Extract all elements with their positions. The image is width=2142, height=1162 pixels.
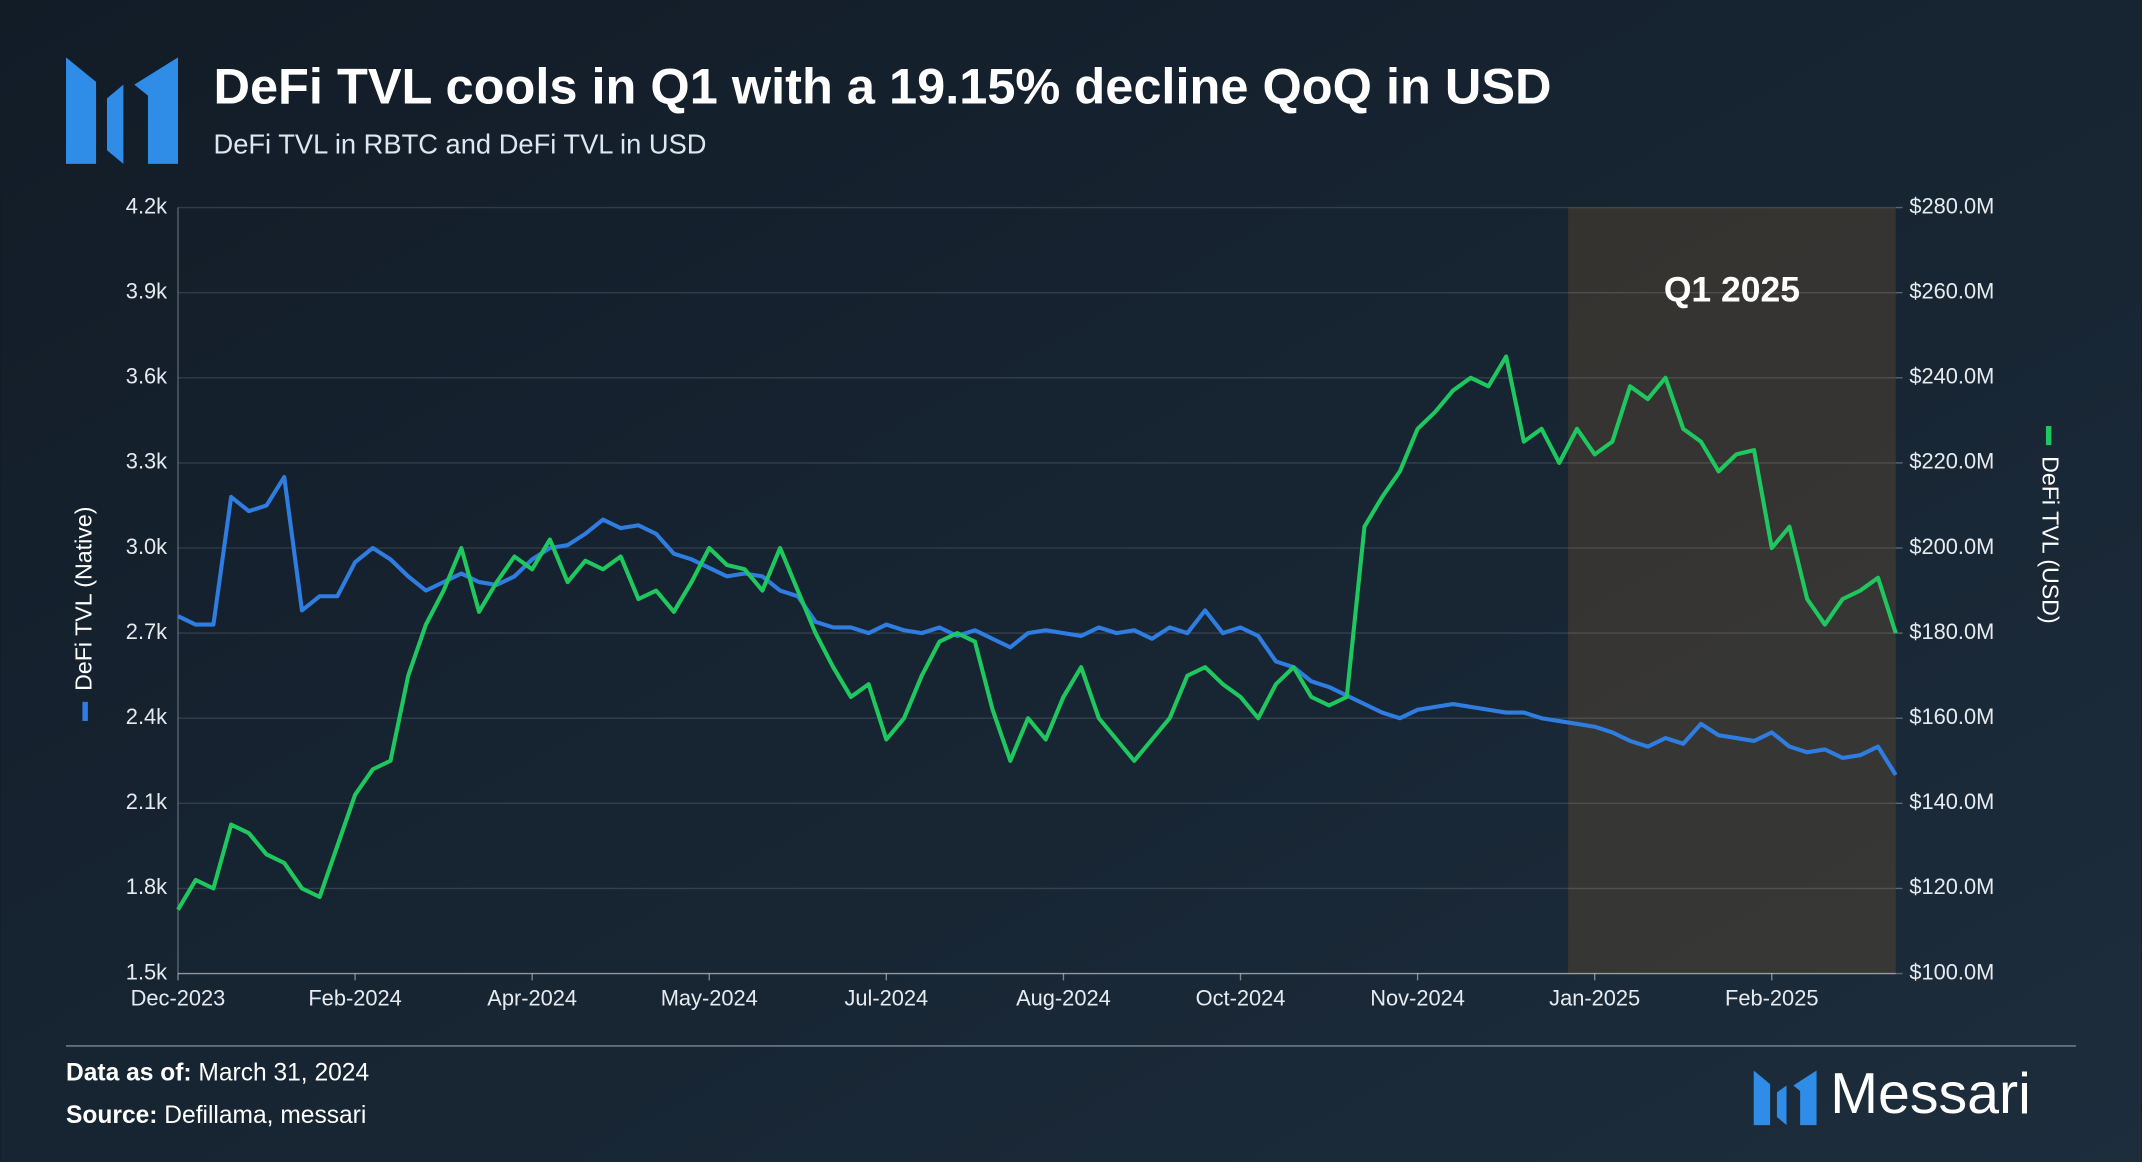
- x-tick-label: Nov-2024: [1370, 985, 1465, 1010]
- y2-tick-label: $140.0M: [1909, 789, 1994, 814]
- chart-subtitle: DeFi TVL in RBTC and DeFi TVL in USD: [213, 128, 706, 159]
- y-tick-label: 2.4k: [126, 704, 167, 729]
- x-tick-label: Jan-2025: [1549, 985, 1640, 1010]
- y2-tick-label: $200.0M: [1909, 534, 1994, 559]
- y2-tick-label: $220.0M: [1909, 449, 1994, 474]
- x-tick-label: Feb-2024: [308, 985, 401, 1010]
- source-value: Defillama, messari: [164, 1102, 366, 1129]
- y2-tick-label: $120.0M: [1909, 874, 1994, 899]
- x-tick-label: Apr-2024: [487, 985, 577, 1010]
- y2-tick-label: $280.0M: [1909, 193, 1994, 218]
- y2-tick-label: $260.0M: [1909, 278, 1994, 303]
- annotation-label: Q1 2025: [1664, 270, 1800, 310]
- plot: Q1 2025 1.5k 1.8k 2.1k 2.4k 2.7k 3.0k 3.3k 3.6k 3…: [126, 193, 1995, 1010]
- x-tick-label: Jul-2024: [844, 985, 928, 1010]
- y-tick-label: 1.5k: [126, 959, 167, 984]
- y-tick-label: 3.9k: [126, 278, 167, 303]
- y2-tick-label: $160.0M: [1909, 704, 1994, 729]
- data-date: Data as of: March 31, 2024: [66, 1060, 369, 1087]
- x-tick-label: Dec-2023: [131, 985, 226, 1010]
- y2-tick-label: $100.0M: [1909, 959, 1994, 984]
- y-tick-label: 3.0k: [126, 534, 167, 559]
- y2-tick-label: $180.0M: [1909, 619, 1994, 644]
- data-date-label: Data as of:: [66, 1060, 192, 1087]
- data-date-value: March 31, 2024: [198, 1060, 369, 1087]
- brand-name: Messari: [1830, 1062, 2031, 1126]
- y-tick-label: 3.3k: [126, 449, 167, 474]
- x-tick-label: Feb-2025: [1725, 985, 1818, 1010]
- x-tick-label: Oct-2024: [1196, 985, 1286, 1010]
- series-line: [176, 354, 1898, 911]
- source: Source: Defillama, messari: [66, 1102, 366, 1129]
- y-tick-label: 4.2k: [126, 193, 167, 218]
- series-line: [177, 475, 1898, 777]
- legend-entry: DeFi TVL (Native): [70, 507, 96, 721]
- legend-entry: DeFi TVL (USD): [2038, 426, 2064, 624]
- y-tick-label: 1.8k: [126, 874, 167, 899]
- logo-icon: [66, 57, 178, 164]
- brand-icon: [1753, 1070, 1817, 1126]
- highlight-region: [1568, 207, 1896, 974]
- y-tick-label: 2.7k: [126, 619, 167, 644]
- source-label: Source:: [66, 1102, 157, 1129]
- x-tick-label: May-2024: [661, 985, 758, 1010]
- y-tick-label: 2.1k: [126, 789, 167, 814]
- chart-title: DeFi TVL cools in Q1 with a 19.15% decli…: [213, 57, 1551, 114]
- y2-tick-label: $240.0M: [1909, 364, 1994, 389]
- y-tick-label: 3.6k: [126, 364, 167, 389]
- legend-label: DeFi TVL (USD): [2038, 456, 2064, 624]
- legend-label: DeFi TVL (Native): [70, 507, 96, 691]
- x-tick-label: Aug-2024: [1016, 985, 1111, 1010]
